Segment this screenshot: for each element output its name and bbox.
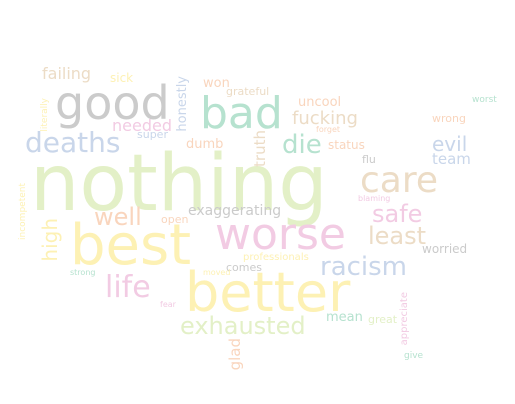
word-die: die xyxy=(282,130,322,160)
word-forget: forget xyxy=(316,125,340,134)
word-well: well xyxy=(94,203,142,231)
word-team: team xyxy=(432,150,471,168)
word-give: give xyxy=(404,351,424,361)
word-moved: moved xyxy=(203,268,231,277)
word-fucking: fucking xyxy=(292,108,358,129)
word-failing: failing xyxy=(42,64,92,83)
word-flu: flu xyxy=(362,153,376,166)
word-exaggerating: exaggerating xyxy=(188,203,282,219)
word-status: status xyxy=(328,138,365,152)
word-glad: glad xyxy=(226,338,244,371)
word-open: open xyxy=(161,213,189,226)
word-appreciate: appreciate xyxy=(399,292,410,346)
word-best: best xyxy=(70,213,192,278)
word-super: super xyxy=(137,128,168,141)
word-fear: fear xyxy=(160,300,176,309)
word-better: better xyxy=(185,261,351,324)
word-dumb: dumb xyxy=(186,137,224,152)
word-nothing: nothing xyxy=(30,139,328,229)
word-honestly: honestly xyxy=(175,76,190,132)
word-won: won xyxy=(203,76,230,91)
word-bad: bad xyxy=(200,88,283,139)
word-good: good xyxy=(55,76,170,130)
word-safe: safe xyxy=(372,200,423,228)
word-comes: comes xyxy=(226,261,262,274)
word-incompetent: incompetent xyxy=(18,183,28,240)
word-exhausted: exhausted xyxy=(180,312,306,340)
word-least: least xyxy=(368,222,427,250)
word-care: care xyxy=(360,160,439,201)
word-worst: worst xyxy=(472,95,497,105)
word-worse: worse xyxy=(215,209,346,260)
word-needed: needed xyxy=(112,116,172,135)
word-wrong: wrong xyxy=(432,112,466,125)
word-blaming: blaming xyxy=(358,194,391,203)
word-grateful: grateful xyxy=(226,85,270,98)
word-professionals: professionals xyxy=(243,252,309,263)
word-truth: truth xyxy=(251,130,269,167)
word-literally: literally xyxy=(40,98,50,132)
word-worried: worried xyxy=(422,242,468,256)
word-great: great xyxy=(368,313,398,326)
word-racism: racism xyxy=(320,252,408,282)
word-deaths: deaths xyxy=(25,126,121,159)
word-sick: sick xyxy=(110,71,134,85)
word-uncool: uncool xyxy=(298,95,342,110)
word-evil: evil xyxy=(432,132,468,156)
word-strong: strong xyxy=(70,268,96,277)
word-high: high xyxy=(38,218,62,262)
word-life: life xyxy=(105,270,151,305)
word-mean: mean xyxy=(326,310,363,325)
